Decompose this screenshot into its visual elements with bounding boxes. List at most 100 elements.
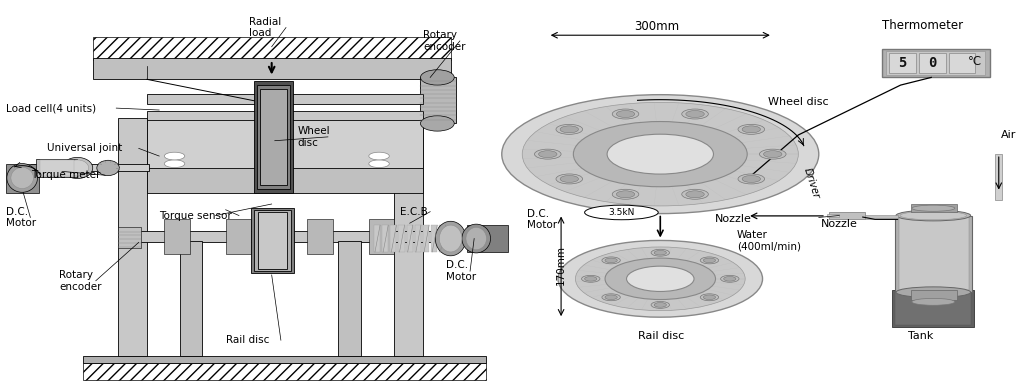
Text: Torque sensor: Torque sensor (159, 211, 232, 221)
Ellipse shape (7, 164, 38, 192)
Bar (254, 210, 291, 271)
Circle shape (539, 151, 557, 157)
Ellipse shape (911, 205, 954, 211)
Ellipse shape (462, 224, 490, 253)
Bar (423, 225, 429, 252)
Circle shape (602, 257, 621, 264)
Circle shape (560, 176, 579, 182)
Circle shape (724, 276, 736, 281)
Bar (889, 53, 915, 73)
Ellipse shape (421, 116, 455, 131)
Circle shape (686, 110, 705, 117)
Circle shape (742, 176, 761, 182)
Text: Rotary
encoder: Rotary encoder (59, 270, 101, 291)
Circle shape (607, 134, 714, 174)
Bar (827, 214, 840, 218)
Bar (892, 290, 974, 327)
Circle shape (556, 124, 583, 134)
Bar (467, 225, 508, 252)
Circle shape (560, 126, 579, 133)
Bar (146, 120, 423, 169)
Ellipse shape (435, 221, 466, 256)
Circle shape (605, 295, 617, 300)
Bar (895, 216, 972, 292)
Ellipse shape (97, 160, 120, 176)
Bar (374, 225, 380, 252)
Bar (431, 225, 437, 252)
Text: Load cell(4 units): Load cell(4 units) (6, 103, 96, 113)
Circle shape (738, 124, 765, 134)
Ellipse shape (900, 211, 967, 220)
Bar (146, 167, 423, 192)
Circle shape (703, 258, 716, 263)
Text: Water
(400ml/min): Water (400ml/min) (737, 229, 801, 251)
Circle shape (535, 149, 561, 159)
Bar (40, 160, 75, 176)
Text: D.C.
Motor: D.C. Motor (6, 207, 36, 228)
Circle shape (616, 110, 635, 117)
Text: 5: 5 (898, 56, 907, 70)
Circle shape (616, 191, 635, 198)
Circle shape (582, 275, 600, 282)
Circle shape (573, 122, 748, 187)
Circle shape (575, 247, 745, 311)
Text: Torque meter: Torque meter (32, 170, 100, 180)
Text: 3.5kN: 3.5kN (608, 208, 635, 217)
Circle shape (700, 294, 719, 301)
Ellipse shape (585, 205, 658, 220)
Circle shape (556, 174, 583, 184)
Circle shape (612, 189, 639, 199)
Circle shape (721, 275, 739, 282)
Bar (164, 219, 189, 254)
Bar (420, 77, 456, 124)
Text: 0: 0 (928, 56, 937, 70)
Ellipse shape (11, 167, 34, 189)
Circle shape (764, 151, 782, 157)
Ellipse shape (62, 157, 93, 179)
Bar (307, 219, 333, 254)
Bar (390, 225, 396, 252)
Text: 170mm: 170mm (556, 245, 566, 285)
Bar (83, 363, 486, 380)
Text: Rail disc: Rail disc (638, 331, 684, 341)
Circle shape (612, 109, 639, 119)
Circle shape (651, 249, 670, 256)
Bar (919, 53, 945, 73)
Circle shape (651, 301, 670, 308)
Text: 300mm: 300mm (635, 20, 680, 32)
Circle shape (682, 189, 709, 199)
Circle shape (602, 294, 621, 301)
Circle shape (558, 241, 763, 317)
Text: Thermometer: Thermometer (883, 19, 964, 32)
Ellipse shape (896, 287, 971, 298)
Bar (260, 89, 287, 185)
Bar (6, 164, 39, 192)
Circle shape (654, 303, 667, 307)
Bar (119, 119, 146, 356)
Text: D.C.
Motor: D.C. Motor (527, 209, 557, 230)
Text: Air: Air (1000, 130, 1016, 140)
Bar (883, 49, 989, 77)
Circle shape (738, 174, 765, 184)
Bar (865, 215, 897, 219)
Bar (146, 111, 423, 122)
Text: Driver: Driver (802, 166, 821, 199)
Text: Nozzle: Nozzle (715, 214, 752, 224)
Circle shape (686, 191, 705, 198)
Bar (254, 81, 293, 192)
Ellipse shape (67, 160, 89, 176)
Circle shape (502, 95, 819, 214)
Circle shape (700, 257, 719, 264)
Bar (32, 164, 148, 171)
Text: E.C.B: E.C.B (399, 207, 427, 217)
Bar (225, 219, 251, 254)
Circle shape (585, 276, 597, 281)
Text: Wheel
disc: Wheel disc (297, 126, 330, 148)
Text: Rotary
encoder: Rotary encoder (423, 30, 466, 52)
Bar (394, 119, 423, 356)
Bar (407, 225, 413, 252)
Circle shape (760, 149, 786, 159)
Bar (146, 94, 423, 104)
Bar (898, 218, 969, 290)
Text: Rail disc: Rail disc (225, 335, 269, 345)
